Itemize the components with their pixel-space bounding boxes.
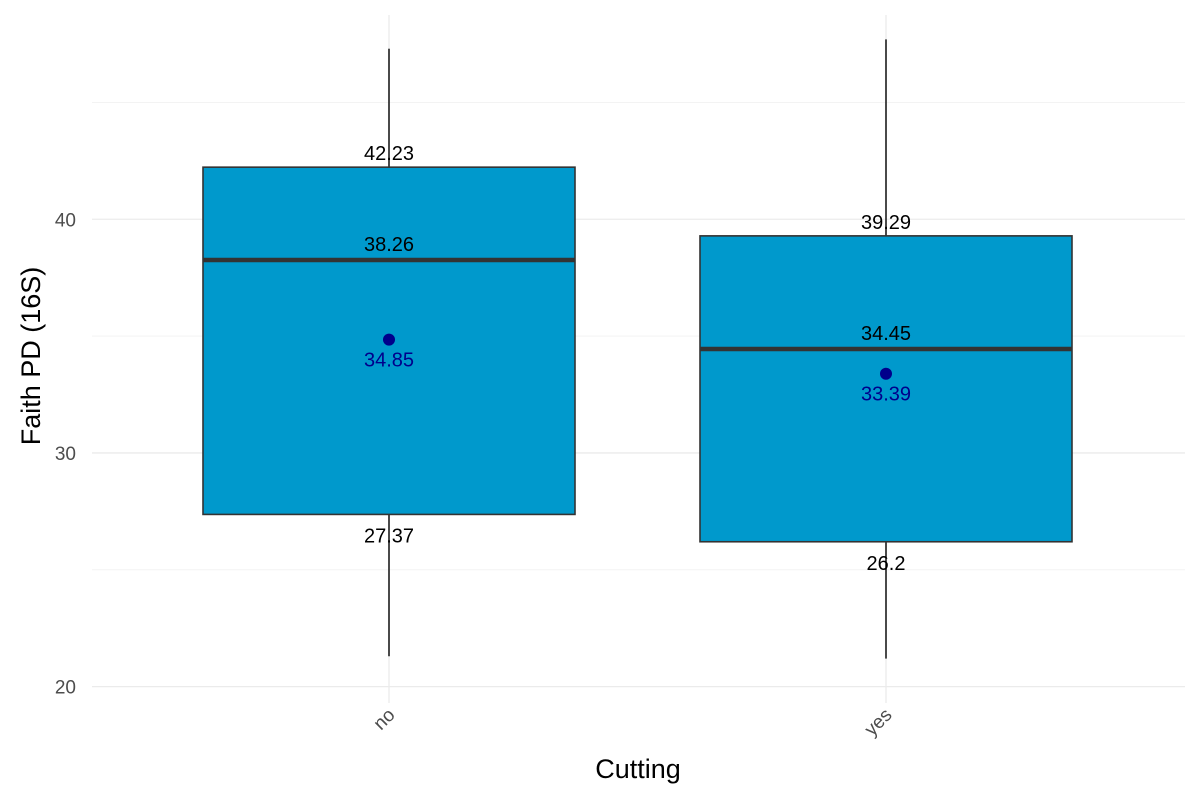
box-group-no: 42.23 38.26 34.85 27.37 xyxy=(202,48,576,657)
box xyxy=(699,235,1073,543)
y-axis-title: Faith PD (16S) xyxy=(16,267,46,446)
median-label: 34.45 xyxy=(861,323,911,345)
q1-label: 26.2 xyxy=(867,553,906,575)
mean-label: 33.39 xyxy=(861,384,911,406)
x-axis: no yes xyxy=(370,705,897,741)
x-axis-title: Cutting xyxy=(595,754,681,784)
q3-label: 39.29 xyxy=(861,212,911,234)
mean-point xyxy=(880,367,892,380)
x-tick-label: yes xyxy=(861,705,897,741)
mean-label: 34.85 xyxy=(364,350,414,372)
q1-label: 27.37 xyxy=(364,525,414,547)
q3-label: 42.23 xyxy=(364,143,414,165)
x-tick-label: no xyxy=(370,705,400,735)
y-tick-label: 40 xyxy=(55,210,76,231)
y-tick-label: 20 xyxy=(55,678,76,699)
median-label: 38.26 xyxy=(364,234,414,256)
box-group-yes: 39.29 34.45 33.39 26.2 xyxy=(699,39,1073,659)
y-axis: 20 30 40 xyxy=(55,210,76,698)
boxes: 42.23 38.26 34.85 27.37 39.29 34.45 33.39 26.2 xyxy=(202,39,1073,659)
mean-point xyxy=(383,333,395,346)
y-tick-label: 30 xyxy=(55,444,76,465)
